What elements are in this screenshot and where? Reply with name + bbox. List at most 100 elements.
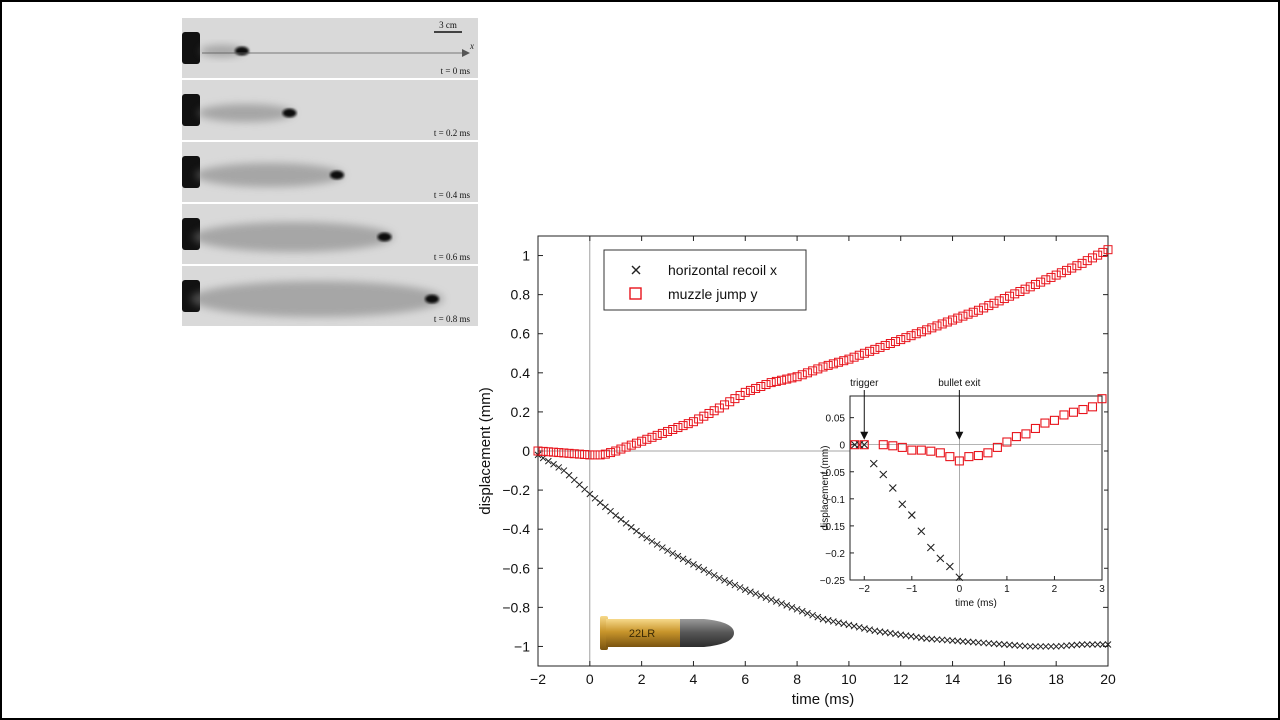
data-point-x bbox=[669, 550, 677, 557]
inset-data-point-x bbox=[888, 484, 897, 492]
y-tick-label: −0.8 bbox=[502, 599, 530, 615]
muzzle bbox=[182, 156, 200, 188]
data-point-x bbox=[617, 516, 625, 523]
data-point-square bbox=[1093, 250, 1103, 260]
data-point-square bbox=[730, 394, 740, 404]
data-point-square bbox=[927, 323, 937, 333]
data-point-x bbox=[1037, 643, 1044, 650]
data-point-square bbox=[761, 380, 771, 390]
data-point-square bbox=[953, 313, 963, 323]
x-tick-label: 16 bbox=[997, 671, 1013, 687]
inset-data-point-square bbox=[1068, 407, 1079, 417]
series-muzzle-jump bbox=[533, 245, 1113, 460]
legend-label-jump: muzzle jump y bbox=[668, 286, 757, 302]
gas-plume bbox=[192, 222, 394, 252]
data-point-square bbox=[704, 408, 714, 418]
data-point-x bbox=[721, 577, 728, 584]
inset-data-point-square bbox=[888, 441, 898, 451]
annotation-arrow-icon bbox=[955, 431, 964, 440]
data-point-x bbox=[653, 541, 661, 548]
data-point-x bbox=[648, 537, 656, 545]
data-point-square bbox=[694, 414, 704, 424]
inset-series-muzzle-jump bbox=[850, 394, 1107, 466]
data-point-square bbox=[652, 430, 662, 440]
inset-data-point-square bbox=[1021, 429, 1031, 439]
data-point-x bbox=[845, 621, 853, 629]
data-point-square bbox=[1046, 272, 1056, 282]
data-point-square bbox=[1056, 268, 1066, 278]
legend: horizontal recoil x muzzle jump y bbox=[603, 249, 807, 311]
inset-data-point-square bbox=[935, 448, 945, 458]
data-point-square bbox=[870, 344, 880, 354]
y-tick-label: 0.6 bbox=[511, 326, 531, 342]
data-point-x bbox=[731, 581, 739, 589]
inset-x-tick-label: 1 bbox=[1004, 584, 1010, 595]
annotation-arrow-icon bbox=[860, 431, 869, 440]
data-point-square bbox=[839, 356, 849, 366]
data-point-square bbox=[756, 382, 766, 391]
data-point-square bbox=[865, 346, 875, 356]
data-point-x bbox=[1104, 641, 1112, 648]
data-point-square bbox=[647, 432, 657, 442]
series-horizontal-recoil bbox=[534, 451, 1112, 650]
data-point-x bbox=[788, 604, 796, 611]
data-point-square bbox=[859, 348, 869, 358]
data-point-square bbox=[740, 387, 750, 397]
data-point-x bbox=[757, 592, 765, 599]
y-tick-label: 1 bbox=[522, 248, 530, 264]
data-point-square bbox=[808, 366, 818, 376]
data-point-square bbox=[683, 419, 693, 429]
photo-frame: t = 0.4 ms bbox=[182, 142, 478, 202]
inset-data-point-x bbox=[955, 573, 964, 582]
data-point-square bbox=[766, 378, 776, 388]
data-point-square bbox=[533, 446, 543, 456]
gas-plume bbox=[195, 163, 344, 187]
inset-data-point-x bbox=[869, 459, 878, 468]
data-point-x bbox=[586, 490, 594, 498]
inset-data-point-square bbox=[1087, 402, 1098, 412]
muzzle bbox=[182, 32, 200, 64]
data-point-x bbox=[700, 566, 708, 574]
data-point-x bbox=[933, 636, 941, 643]
data-point-square bbox=[720, 400, 730, 410]
x-tick-label: 20 bbox=[1100, 671, 1116, 687]
inset-data-point-square bbox=[945, 452, 955, 462]
data-point-square bbox=[1077, 258, 1087, 268]
data-point-square bbox=[973, 305, 983, 315]
bullet-in-flight bbox=[377, 232, 392, 242]
x-tick-label: 4 bbox=[690, 671, 698, 687]
data-point-x bbox=[596, 499, 604, 506]
data-point-square bbox=[657, 428, 667, 438]
data-point-x bbox=[778, 600, 785, 607]
inset-data-point-square bbox=[954, 456, 964, 466]
data-point-x bbox=[638, 531, 645, 539]
high-speed-photo-strip: t = 0 ms t = 0.2 ms t = 0.4 ms t = 0.6 ms t … bbox=[182, 18, 478, 326]
bullet-in-flight bbox=[282, 108, 297, 118]
data-point-x bbox=[1073, 641, 1081, 649]
gas-plume bbox=[197, 104, 294, 122]
data-point-x bbox=[1006, 641, 1013, 649]
data-point-x bbox=[850, 622, 858, 630]
data-point-x bbox=[995, 640, 1003, 648]
x-tick-label: 10 bbox=[841, 671, 857, 687]
data-point-square bbox=[963, 309, 973, 319]
data-point-square bbox=[849, 352, 859, 362]
legend-marker-square-icon bbox=[629, 287, 642, 300]
data-point-square bbox=[911, 329, 921, 339]
data-point-x bbox=[602, 503, 609, 511]
data-point-x bbox=[1026, 643, 1034, 650]
gas-plume bbox=[190, 281, 444, 317]
data-point-square bbox=[1072, 261, 1082, 271]
data-point-square bbox=[906, 331, 916, 341]
data-point-square bbox=[688, 417, 698, 427]
data-point-square bbox=[1030, 279, 1040, 289]
data-point-square bbox=[569, 449, 579, 459]
data-point-square bbox=[580, 450, 590, 460]
data-point-x bbox=[980, 639, 987, 647]
x-tick-label: 14 bbox=[945, 671, 961, 687]
inset-y-tick-label: 0.05 bbox=[826, 414, 846, 425]
data-point-x bbox=[622, 519, 630, 527]
data-point-x bbox=[1089, 641, 1096, 648]
inset-y-tick-label: −0.15 bbox=[820, 522, 846, 533]
data-point-square bbox=[916, 327, 926, 337]
